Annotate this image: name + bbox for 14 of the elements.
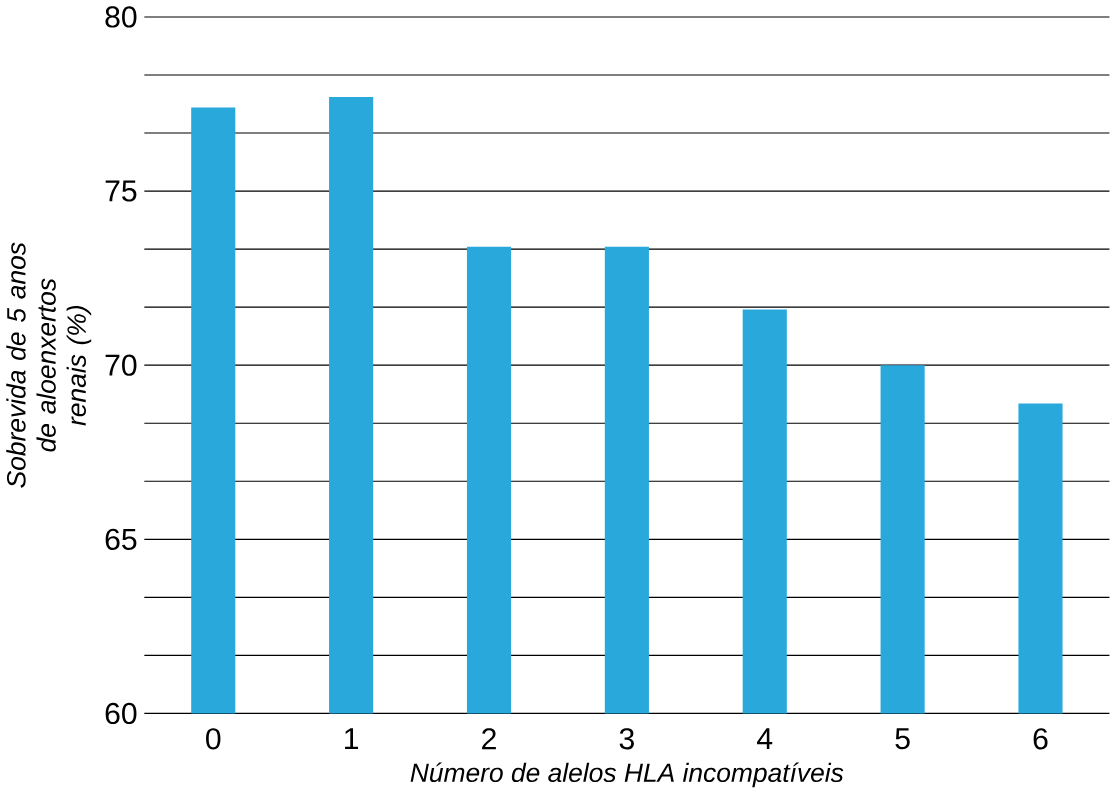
y-axis-title: Sobrevida de 5 anos de aloenxertos renais (%) bbox=[6, 242, 92, 488]
x-tick-label: 6 bbox=[1033, 728, 1048, 750]
x-tick-label: 1 bbox=[345, 728, 359, 750]
x-tick-label: 3 bbox=[619, 728, 634, 750]
x-tick-label: 4 bbox=[757, 728, 773, 750]
x-tick-label: 2 bbox=[482, 728, 496, 750]
x-axis-title: Número de alelos HLA incompatíveis bbox=[410, 762, 844, 788]
y-tick-label: 65 bbox=[105, 528, 137, 551]
x-tick-label: 5 bbox=[895, 728, 910, 750]
y-tick-label: 60 bbox=[105, 702, 137, 725]
y-tick-label: 70 bbox=[105, 354, 137, 377]
x-tick-label: 0 bbox=[206, 728, 221, 750]
y-tick-label: 80 bbox=[105, 6, 137, 28]
y-tick-label: 75 bbox=[105, 180, 137, 202]
